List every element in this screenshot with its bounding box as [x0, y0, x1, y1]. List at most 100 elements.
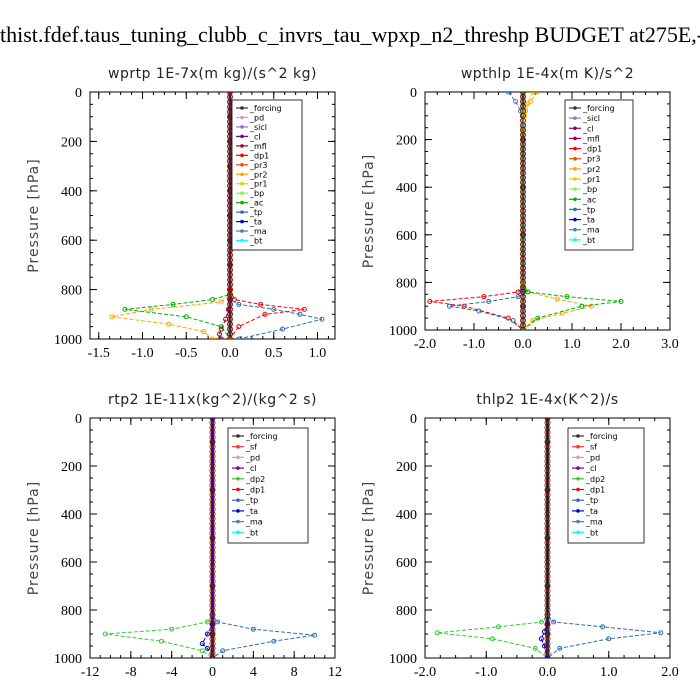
series-line-dp2	[105, 418, 213, 658]
legend-label: _mfl	[582, 134, 600, 143]
legend-marker	[240, 219, 244, 224]
data-point	[201, 329, 207, 335]
forcing-marker	[520, 108, 527, 115]
forcing-marker	[209, 530, 216, 537]
legend-label: _dp1	[582, 145, 602, 154]
legend-marker	[240, 115, 244, 120]
forcing-marker	[209, 554, 216, 561]
forcing-marker	[544, 563, 551, 570]
legend-label: _forcing	[249, 104, 282, 113]
x-tick-label: -1.0	[131, 346, 153, 361]
x-tick-label: 1.0	[563, 337, 581, 352]
legend-label: _bt	[249, 237, 262, 246]
y-axis-label: Pressure [hPa]	[361, 481, 377, 595]
legend-marker	[236, 509, 240, 513]
forcing-marker	[209, 578, 216, 585]
forcing-marker	[544, 458, 551, 465]
legend-marker	[573, 207, 577, 212]
legend-marker	[240, 181, 244, 186]
data-point	[532, 645, 538, 651]
data-point	[447, 303, 452, 309]
data-point	[505, 92, 511, 95]
legend-label: _pr2	[582, 165, 600, 174]
forcing-marker	[209, 583, 216, 590]
legend-marker	[240, 125, 244, 129]
legend-box	[231, 99, 303, 251]
legend-marker	[573, 217, 577, 222]
legend-label: _bp	[582, 185, 597, 194]
forcing-marker	[520, 327, 526, 330]
legend-marker	[573, 197, 577, 202]
forcing-marker	[520, 160, 527, 167]
legend-marker	[240, 229, 244, 233]
y-tick-label: 1000	[54, 652, 82, 667]
legend-marker	[240, 238, 244, 243]
data-point	[505, 315, 511, 321]
legend-label: _forcing	[245, 432, 278, 441]
data-point	[262, 311, 268, 317]
forcing-marker	[209, 645, 216, 652]
y-tick-label: 800	[396, 276, 417, 291]
legend: _forcing_pd_sicl_cl_mfl_dp1_pr3_pr2_pr1_…	[231, 99, 303, 251]
forcing-marker	[520, 212, 527, 219]
y-tick-label: 400	[396, 181, 417, 196]
forcing-marker	[544, 587, 551, 594]
chart-panel-4: thlp2 1E-4x(K^2)/s Pressure [hPa] 0 200 400 6…	[361, 392, 679, 680]
forcing-marker	[544, 424, 551, 431]
forcing-marker	[544, 549, 551, 556]
legend-box	[567, 427, 645, 544]
data-point	[510, 317, 516, 323]
series-line-tp	[547, 418, 661, 658]
legend: _forcing_sicl_cl_mfl_dp1_pr3_pr2_pr1_bp_…	[564, 99, 634, 251]
legend-marker	[240, 210, 244, 214]
forcing-marker	[544, 525, 551, 532]
forcing-marker	[520, 312, 527, 319]
forcing-marker	[209, 525, 216, 532]
forcing-marker	[520, 269, 527, 276]
legend-marker	[576, 487, 580, 492]
forcing-marker	[544, 578, 551, 585]
forcing-marker	[209, 482, 216, 489]
forcing-marker	[520, 169, 527, 176]
chart-panel-1: wprtp 1E-7x(m kg)/(s^2 kg) Pressure [hPa]…	[26, 66, 336, 361]
forcing-marker	[544, 535, 551, 542]
y-tick-label: 200	[61, 135, 82, 150]
y-axis-label: Pressure [hPa]	[26, 158, 42, 272]
legend-marker	[576, 519, 580, 524]
legend-label: _sicl	[582, 114, 600, 123]
series-line-ac	[124, 92, 231, 339]
legend-label: _tp	[249, 208, 262, 217]
legend-marker	[573, 227, 577, 232]
data-point	[215, 619, 221, 625]
data-point	[434, 630, 440, 636]
legend-marker	[573, 187, 577, 191]
data-point	[102, 631, 108, 637]
data-point	[170, 301, 176, 307]
forcing-marker	[520, 150, 527, 157]
y-tick-label: 0	[75, 412, 82, 427]
legend-label: _pr3	[249, 161, 267, 170]
x-tick-label: -12	[81, 665, 100, 680]
y-tick-label: 600	[61, 556, 82, 571]
legend-label: _bt	[585, 528, 598, 537]
forcing-marker	[520, 236, 527, 243]
x-tick-label: -0.5	[175, 346, 197, 361]
forcing-marker	[520, 222, 527, 229]
y-tick-label: 1000	[389, 652, 417, 667]
legend-box	[564, 99, 634, 251]
forcing-marker	[209, 424, 216, 431]
x-tick-label: -8	[125, 665, 137, 680]
data-point	[427, 298, 433, 304]
legend-label: _cl	[245, 464, 257, 473]
forcing-marker	[520, 203, 527, 210]
legend-label: _cl	[582, 124, 594, 133]
data-point	[204, 631, 210, 637]
data-point	[551, 619, 557, 625]
legend-label: _dp1	[249, 151, 269, 160]
data-point	[236, 336, 242, 339]
forcing-marker	[544, 539, 551, 546]
forcing-marker	[544, 496, 551, 503]
forcing-marker	[520, 122, 527, 129]
data-point	[476, 308, 482, 314]
